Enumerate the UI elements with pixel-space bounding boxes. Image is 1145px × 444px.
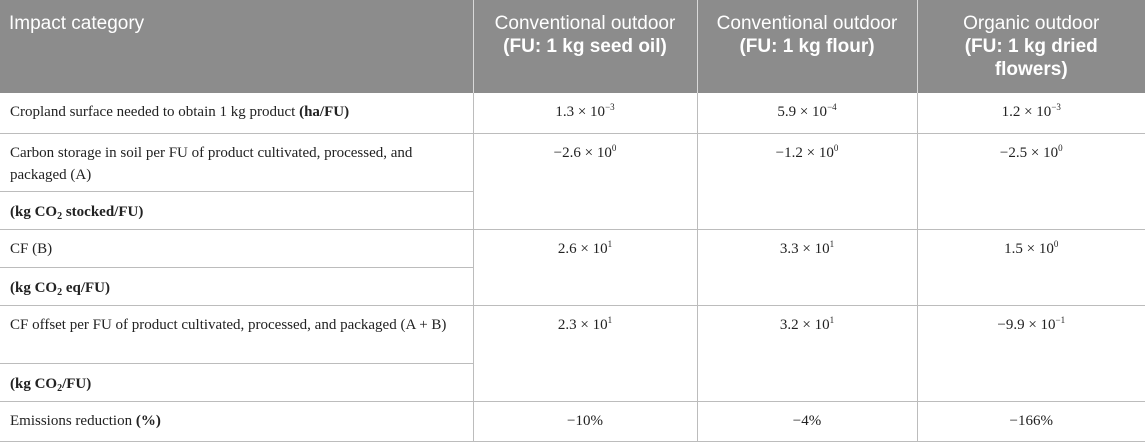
table-row: CF (B) 2.6 × 101 3.3 × 101 1.5 × 100	[0, 228, 1145, 306]
unit-text: (kg CO	[10, 203, 58, 220]
row-label-cropland: Cropland surface needed to obtain 1 kg p…	[0, 93, 474, 134]
value-cell: −166%	[916, 400, 1145, 442]
unit-text: eq/FU)	[62, 279, 111, 296]
value-exponent: 0	[611, 142, 617, 153]
header-fu: (FU: 1 kg flour)	[739, 36, 875, 57]
value-mantissa: 1.3 × 10	[555, 104, 606, 120]
table-row: (kg CO2/FU)	[0, 362, 1145, 402]
table-header-row: Impact category Conventional outdoor (FU…	[0, 0, 1145, 93]
value-mantissa: 2.3 × 10	[557, 316, 608, 333]
value-mantissa: 1.2 × 10	[1001, 104, 1052, 120]
value-exponent: 1	[829, 238, 835, 249]
value-exponent: 1	[607, 314, 613, 325]
value-cell: −4%	[696, 400, 918, 442]
value-mantissa: 1.5 × 10	[1004, 240, 1054, 257]
value-exponent: 1	[607, 238, 613, 249]
value-cell: −2.6 × 100	[472, 132, 698, 230]
value-cell: −1.2 × 100	[696, 132, 918, 230]
row-label-carbon-storage: Carbon storage in soil per FU of product…	[0, 132, 474, 192]
value-cell: 2.6 × 101	[472, 228, 698, 306]
row-unit-carbon-storage: (kg CO2 stocked/FU)	[0, 190, 473, 230]
unit-text: (kg CO	[10, 279, 58, 296]
row-unit-cf-offset: (kg CO2/FU)	[0, 362, 473, 402]
value-cell: 1.5 × 100	[916, 228, 1145, 306]
unit-text: stocked/FU)	[62, 203, 144, 220]
unit-subscript: 2	[57, 210, 63, 222]
header-fu: (FU: 1 kg seed oil)	[503, 36, 667, 57]
header-label: Conventional outdoor	[716, 13, 898, 34]
row-unit-cf: (kg CO2 eq/FU)	[0, 266, 473, 306]
table-row: (kg CO2 eq/FU)	[0, 266, 1145, 306]
header-impact-category: Impact category	[0, 0, 474, 93]
table-row: Cropland surface needed to obtain 1 kg p…	[0, 93, 1145, 134]
unit-text: (kg CO	[10, 375, 58, 392]
value-mantissa: −2.6 × 10	[553, 144, 612, 161]
value-cell: −2.5 × 100	[916, 132, 1145, 230]
row-label-emissions: Emissions reduction (%)	[0, 400, 474, 442]
table-row: Emissions reduction (%) −10% −4% −166%	[0, 400, 1145, 442]
value-cell: 2.3 × 101	[472, 304, 698, 402]
value-cell: −10%	[472, 400, 698, 442]
header-conventional-seed-oil: Conventional outdoor (FU: 1 kg seed oil)	[473, 0, 698, 93]
unit-subscript: 2	[57, 286, 63, 298]
value-mantissa: 2.6 × 10	[557, 240, 608, 257]
unit-text: (%)	[135, 412, 161, 429]
unit-subscript: 2	[57, 382, 63, 394]
unit-text: /FU)	[62, 375, 92, 392]
header-organic-dried-flowers: Organic outdoor (FU: 1 kg dried flowers)	[917, 0, 1145, 93]
row-label-cf: CF (B)	[0, 228, 474, 268]
value-exponent: 1	[829, 314, 835, 325]
row-label-cf-offset: CF offset per FU of product cultivated, …	[0, 304, 474, 364]
value-exponent: 0	[1053, 238, 1059, 249]
value-mantissa: −2.5 × 10	[999, 144, 1059, 161]
value-cell: 5.9 × 10−4	[696, 93, 918, 134]
value-mantissa: −9.9 × 10	[997, 316, 1056, 333]
value-exponent: 0	[833, 142, 839, 153]
value-exponent: −4	[827, 102, 837, 112]
header-label: Organic outdoor	[963, 13, 1100, 34]
value-exponent: −3	[605, 102, 615, 112]
value-exponent: 0	[1058, 142, 1063, 153]
value-mantissa: 3.3 × 10	[779, 240, 830, 257]
header-fu: (FU: 1 kg dried flowers)	[964, 36, 1098, 80]
table-row: (kg CO2 stocked/FU)	[0, 190, 1145, 230]
value-exponent: −1	[1055, 314, 1066, 325]
value-cell: 1.2 × 10−3	[916, 93, 1145, 134]
value-exponent: −3	[1051, 102, 1061, 112]
value-cell: 3.3 × 101	[696, 228, 918, 306]
value-mantissa: −1.2 × 10	[775, 144, 834, 161]
unit-text: (ha/FU)	[299, 104, 350, 120]
header-label: Conventional outdoor	[494, 13, 676, 34]
value-mantissa: 5.9 × 10	[777, 104, 828, 120]
table-row: CF offset per FU of product cultivated, …	[0, 304, 1145, 402]
value-cell: −9.9 × 10−1	[916, 304, 1145, 402]
header-conventional-flour: Conventional outdoor (FU: 1 kg flour)	[697, 0, 918, 93]
label-text: Emissions reduction	[10, 412, 136, 429]
label-text: Cropland surface needed to obtain 1 kg p…	[10, 104, 300, 120]
value-cell: 3.2 × 101	[696, 304, 918, 402]
value-cell: 1.3 × 10−3	[472, 93, 698, 134]
table-row: Carbon storage in soil per FU of product…	[0, 132, 1145, 230]
value-mantissa: 3.2 × 10	[779, 316, 830, 333]
